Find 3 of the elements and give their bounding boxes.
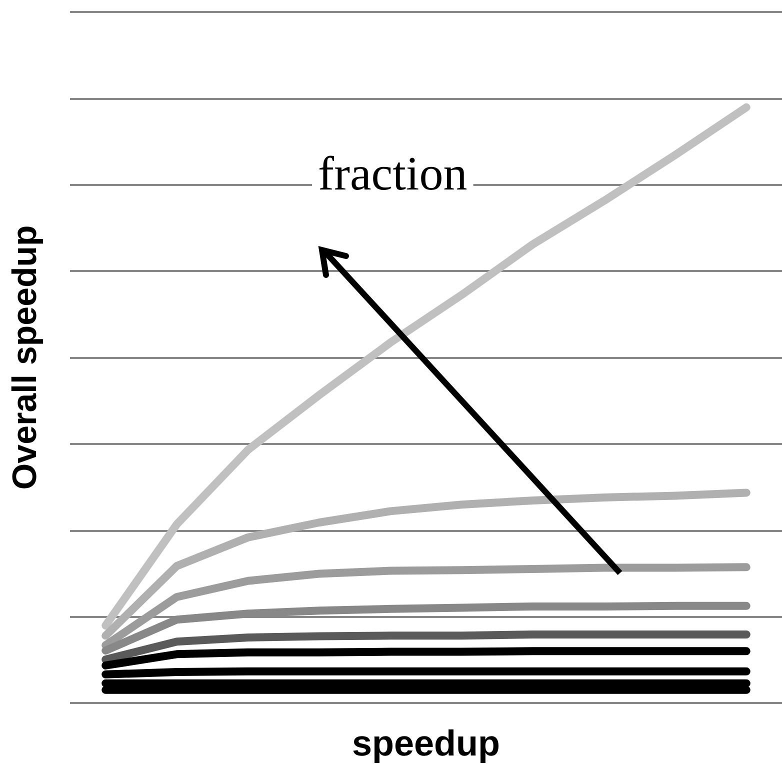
y-axis-title: Overall speedup — [6, 225, 44, 490]
annotation: fraction — [318, 148, 468, 200]
x-axis-title: speedup — [352, 722, 500, 764]
